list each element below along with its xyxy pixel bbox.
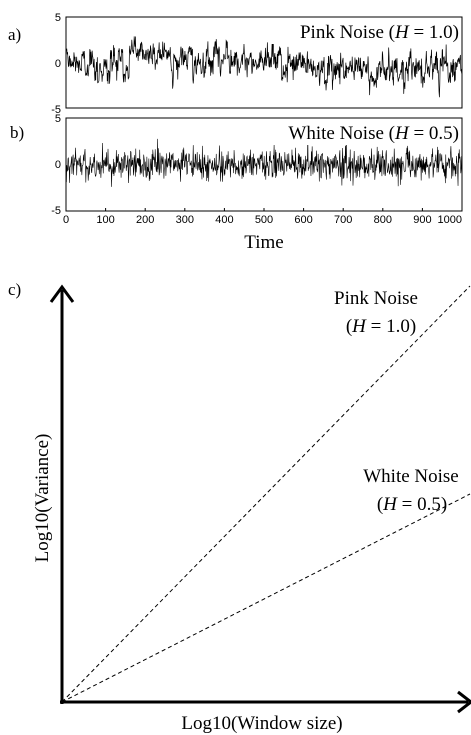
panel-a-series-line [65,34,463,98]
panel-b: b) 5 0 -5 White Noise (H = 0.5) 0 100 200 3… [10,113,463,253]
panel-a: a) 5 0 -5 Pink Noise (H = 1.0) [8,12,463,116]
panel-c-x-axis-title: Log10(Window size) [181,713,342,734]
panel-a-title: Pink Noise (H = 1.0) [300,22,459,43]
panel-b-x-tick-label: 100 [96,214,114,226]
panel-c-white-hurst-label: (H = 0.5) [377,494,447,515]
panel-b-x-tick-label: 300 [176,214,194,226]
panel-c-x-axis-arrow-icon [457,690,471,714]
panel-a-title-background [268,19,460,44]
panel-c-white-noise-line [61,493,471,703]
panel-b-x-tick-label: 700 [334,214,352,226]
panel-b-ytick-mid: 0 [55,159,61,171]
panel-c-y-axis-arrow-icon [49,284,75,303]
panel-b-x-tick-label: 1000 [438,214,462,226]
panel-b-x-axis-title: Time [244,232,283,253]
panel-c-y-axis-title: Log10(Variance) [32,434,53,563]
panel-b-x-ticks: 0 100 200 300 400 500 600 700 800 900 1000 [63,208,463,226]
panel-b-x-tick-label: 900 [413,214,431,226]
panel-c: c) Pink Noise (H = 1.0) White Noise (H =… [8,280,471,734]
panel-c-white-label: White Noise [363,466,459,487]
panel-c-pink-label: Pink Noise [334,288,418,309]
panel-b-x-tick-label: 800 [374,214,392,226]
panel-b-x-tick-label: 400 [215,214,233,226]
panel-c-label: c) [8,280,21,299]
panel-b-x-tick-label: 600 [294,214,312,226]
panel-a-ytick-bottom: -5 [51,104,61,116]
panel-c-pink-hurst-label: (H = 1.0) [346,316,416,337]
panel-c-pink-noise-line [61,285,471,703]
panel-b-label: b) [10,123,24,142]
panel-b-title: White Noise (H = 0.5) [288,123,459,144]
panel-b-x-tick-label: 0 [63,214,69,226]
panel-b-title-background [254,120,460,145]
panel-b-ytick-bottom: -5 [51,205,61,217]
panel-b-ytick-top: 5 [55,113,61,125]
panel-a-ytick-mid: 0 [55,58,61,70]
panel-b-x-tick-label: 200 [136,214,154,226]
panel-a-plot-frame [65,16,463,109]
panel-b-series-line [65,134,463,187]
panel-a-label: a) [8,25,21,44]
panel-a-ytick-top: 5 [55,12,61,24]
panel-b-x-tick-label: 500 [255,214,273,226]
